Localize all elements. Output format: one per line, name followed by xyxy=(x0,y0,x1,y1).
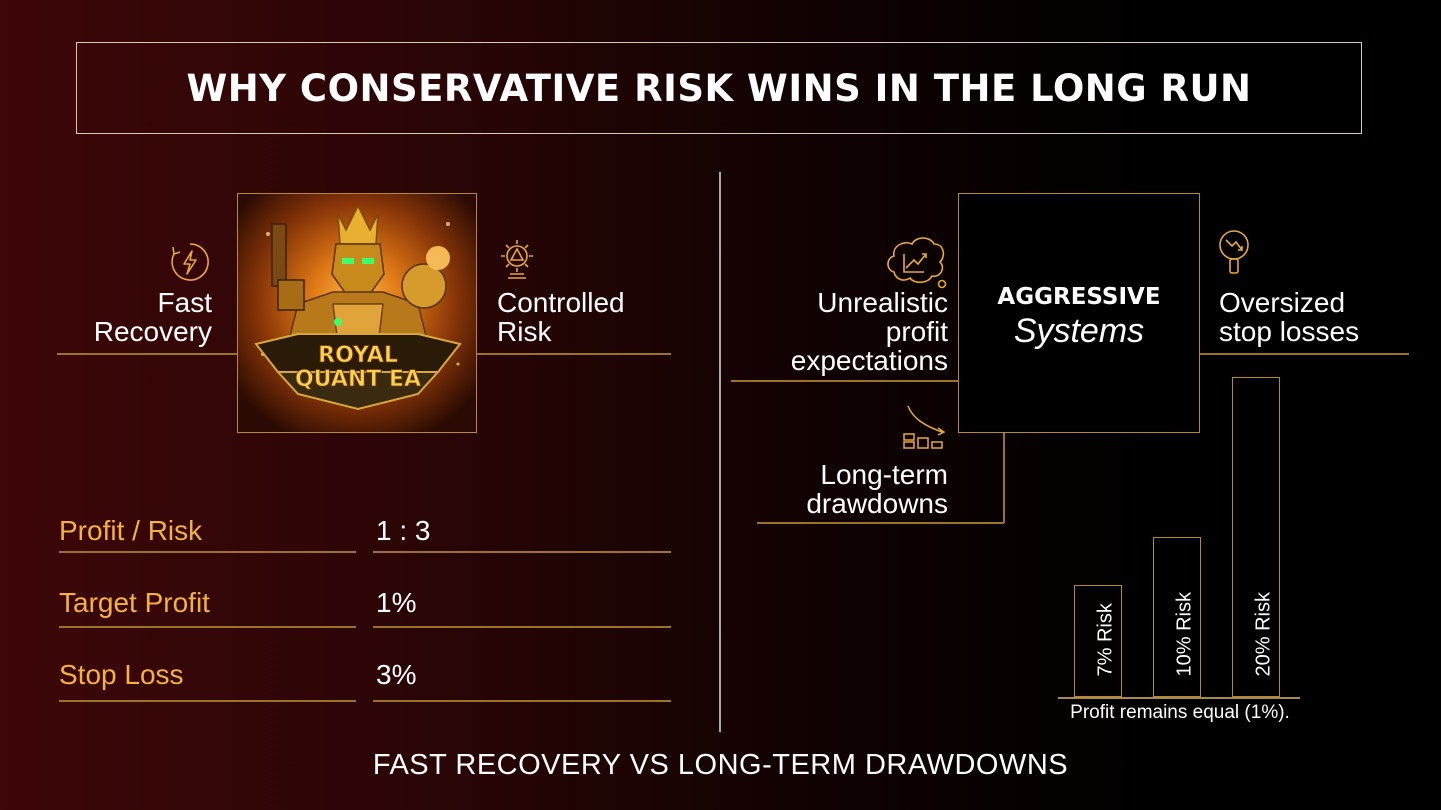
chart-bar-1: 7% Risk xyxy=(1074,585,1122,697)
row-value-profit-risk: 1 : 3 xyxy=(376,515,431,546)
row-label-profit-risk: Profit / Risk xyxy=(59,515,203,546)
divider-line xyxy=(731,380,959,382)
aggressive-label: AGGRESSIVE xyxy=(997,284,1161,310)
divider-line xyxy=(1200,353,1409,355)
chart-bar-label-1: 7% Risk xyxy=(1094,603,1117,677)
feature-controlled-risk: Controlled Risk xyxy=(497,288,697,346)
feature-fast-recovery-line2: Recovery xyxy=(93,316,212,347)
page-title: WHY CONSERVATIVE RISK WINS IN THE LONG R… xyxy=(186,66,1252,110)
divider-line xyxy=(757,522,1004,524)
point-unrealistic-line3: expectations xyxy=(790,345,948,376)
feature-fast-recovery-line1: Fast xyxy=(157,287,212,318)
divider-line xyxy=(373,700,671,702)
feature-controlled-risk-line2: Risk xyxy=(497,316,552,347)
magnifier-downtrend-icon xyxy=(1219,230,1249,274)
chart-baseline xyxy=(1058,697,1300,699)
title-banner: WHY CONSERVATIVE RISK WINS IN THE LONG R… xyxy=(76,42,1362,134)
point-unrealistic-line1: Unrealistic xyxy=(817,287,948,318)
chart-note: Profit remains equal (1%). xyxy=(1070,702,1290,723)
row-value-target-profit: 1% xyxy=(376,587,417,618)
chart-bar-2: 10% Risk xyxy=(1153,537,1201,697)
point-drawdowns-line2: drawdowns xyxy=(806,488,948,519)
thought-chart-icon xyxy=(887,237,947,289)
divider-line xyxy=(59,700,356,702)
point-unrealistic-line2: profit xyxy=(885,316,948,347)
systems-label: Systems xyxy=(1013,312,1145,350)
point-oversized-line2: stop losses xyxy=(1219,316,1360,347)
bars-arrow-icon xyxy=(903,405,946,449)
divider-line xyxy=(373,626,671,628)
divider-line xyxy=(59,551,356,553)
point-long-term-drawdowns: Long-term drawdowns xyxy=(728,460,948,518)
lightning-cycle-icon xyxy=(171,243,209,281)
feature-fast-recovery: Fast Recovery xyxy=(30,288,212,346)
royal-quant-logo: ROYAL QUANT EA xyxy=(237,193,477,433)
point-drawdowns-line1: Long-term xyxy=(820,459,948,490)
point-oversized-stop-losses: Oversized stop losses xyxy=(1219,288,1429,346)
logo-text-line1: ROYAL xyxy=(318,343,398,368)
row-value-stop-loss: 3% xyxy=(376,659,417,690)
chart-bar-3: 20% Risk xyxy=(1232,377,1280,697)
row-label-target-profit: Target Profit xyxy=(59,587,210,618)
chart-bar-label-2: 10% Risk xyxy=(1173,592,1196,677)
footer-caption: FAST RECOVERY VS LONG-TERM DRAWDOWNS xyxy=(372,749,1069,781)
divider-line xyxy=(373,551,671,553)
connector-line xyxy=(1003,433,1005,523)
gear-alert-icon xyxy=(501,240,533,279)
robot-warrior-illustration: ROYAL QUANT EA xyxy=(254,204,462,411)
divider-line xyxy=(477,353,671,355)
aggressive-systems-box xyxy=(958,193,1200,433)
chart-bar-label-3: 20% Risk xyxy=(1252,592,1275,677)
divider-line xyxy=(59,626,356,628)
center-divider xyxy=(719,172,721,732)
divider-line xyxy=(57,353,237,355)
logo-text-line2: QUANT EA xyxy=(295,367,421,392)
point-oversized-line1: Oversized xyxy=(1219,287,1346,318)
feature-controlled-risk-line1: Controlled xyxy=(497,287,625,318)
row-label-stop-loss: Stop Loss xyxy=(59,659,184,690)
point-unrealistic-expectations: Unrealistic profit expectations xyxy=(728,288,948,375)
